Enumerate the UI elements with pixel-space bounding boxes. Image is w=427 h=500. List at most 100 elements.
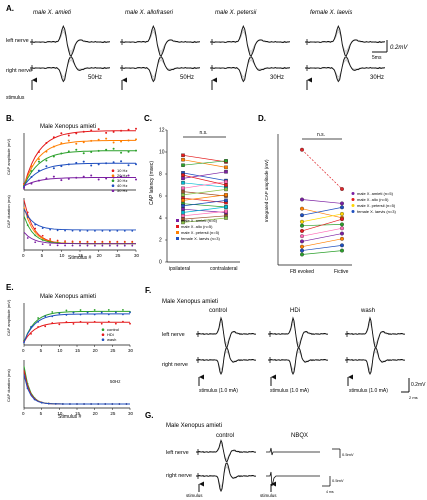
- panel-a-freq-1: 50Hz: [88, 75, 102, 81]
- panel-c-pair-line: [182, 206, 227, 213]
- panel-e-fit-line: [23, 321, 130, 343]
- panel-a-traces: [29, 24, 386, 90]
- panel-b-point: [64, 244, 66, 247]
- panel-a-left-trace-1: [29, 24, 111, 57]
- panel-b-point: [71, 229, 74, 232]
- panel-e-point: [86, 311, 89, 314]
- panel-b-legend-marker: [111, 184, 115, 187]
- panel-b-fit-line: [23, 130, 136, 187]
- panel-a-left-trace-1-trace: [30, 24, 111, 57]
- panel-e-point: [51, 311, 54, 313]
- panel-c-label: C.: [144, 114, 152, 123]
- panel-c-point: [224, 198, 228, 203]
- panel-c-point: [224, 183, 228, 187]
- panel-f-left-trace-2-trace: [267, 321, 329, 345]
- panel-e-point: [72, 322, 75, 325]
- panel-b-point: [131, 229, 134, 232]
- panel-a-scale-v-label: 0.2mV: [390, 45, 408, 51]
- panel-c-ytick-label: 0: [159, 260, 162, 266]
- panel-c-point: [181, 198, 185, 203]
- panel-b-xtick-label: 0: [22, 253, 25, 258]
- panel-c-pair-line: [182, 159, 227, 168]
- panel-d-legend-marker: [351, 192, 355, 195]
- panel-d-point: [300, 219, 304, 224]
- panel-a-title-2: male X. allofraseri: [125, 10, 174, 16]
- panel-a-left-trace-4-trace: [304, 28, 386, 54]
- panel-a-left-trace-4-trace: [304, 29, 386, 53]
- panel-d-pair-line: [301, 238, 343, 248]
- panel-d-point: [300, 213, 304, 218]
- panel-b-point: [49, 238, 52, 240]
- panel-a-row-left: left nerve: [6, 38, 29, 44]
- panel-b-point: [112, 141, 115, 144]
- panel-d-point: [300, 223, 304, 228]
- panel-b-point: [52, 175, 55, 178]
- panel-d-point: [340, 226, 344, 231]
- panel-b-xtick-label: 25: [115, 253, 121, 258]
- panel-c-legend-label: female X. laevis (n=3): [181, 236, 220, 241]
- panel-g-left-trace-nbqx: [266, 447, 320, 456]
- panel-e-xtick-label: 20: [93, 348, 99, 353]
- panel-c-ytick-label: 8: [159, 172, 162, 178]
- panel-d-legend-label: male X. amieti (n=5): [357, 191, 394, 196]
- panel-e-point: [129, 322, 131, 325]
- panel-c-pair-line: [182, 172, 227, 181]
- panel-b-point: [105, 137, 108, 140]
- panel-c-point: [224, 205, 228, 209]
- panel-f-left-trace-1: [195, 316, 257, 349]
- panel-g-label: G.: [145, 411, 153, 420]
- panel-f-left-trace-3-trace: [344, 321, 406, 345]
- panel-a-freq-2: 50Hz: [180, 75, 194, 81]
- panel-b-point: [120, 175, 123, 178]
- panel-e-legend-label: HDi: [107, 332, 114, 337]
- panel-a-right-trace-4: [304, 56, 386, 83]
- panel-e-point: [100, 311, 103, 314]
- panel-b-point: [101, 229, 104, 232]
- panel-b-point: [116, 229, 119, 232]
- panel-e-point: [79, 309, 82, 311]
- panel-b-point: [67, 139, 70, 142]
- panel-b-xtick-label: 20: [97, 253, 103, 258]
- panel-b-point: [94, 244, 96, 247]
- panel-d-pair-line: [301, 207, 343, 216]
- panel-c-pair-line: [182, 181, 227, 189]
- panel-d-legend-marker: [351, 210, 355, 213]
- panel-b-point: [56, 244, 59, 247]
- panel-b-point: [52, 167, 55, 170]
- panel-a-left-trace-3-trace: [210, 24, 291, 57]
- panel-g-scale-v-left-label: 0.5mV: [342, 452, 354, 457]
- panel-e-xtick-label: 15: [75, 411, 81, 416]
- panel-d-point: [340, 222, 344, 227]
- panel-e-point: [44, 325, 47, 328]
- panel-b-point: [41, 234, 44, 237]
- panel-b-point: [105, 131, 108, 134]
- panel-f-right-trace-1: [195, 347, 257, 375]
- panel-b-point: [64, 229, 66, 232]
- panel-a-right-trace-4-trace: [305, 56, 386, 83]
- panel-c-point: [181, 157, 185, 162]
- panel-b-point: [79, 244, 81, 247]
- panel-f-cond-2: HDi: [290, 308, 300, 314]
- panel-d-point: [300, 239, 304, 244]
- panel-e-point: [93, 309, 96, 311]
- panel-f-label: F.: [145, 286, 151, 295]
- panel-e-xlabel: Stimulus #: [58, 414, 82, 420]
- panel-b-xtick-label: 5: [41, 253, 44, 258]
- panel-g-row-left: left nerve: [166, 450, 189, 456]
- panel-e-xtick-label: 25: [110, 411, 116, 416]
- panel-c-pair-line: [182, 191, 227, 197]
- panel-a-right-trace-3: [209, 56, 291, 83]
- panel-f-left-trace-1-trace: [195, 321, 257, 345]
- panel-e-title: Male Xenopus amieti: [40, 294, 96, 300]
- panel-b-point: [127, 128, 130, 131]
- panel-b-point: [94, 229, 96, 232]
- panel-f-right-trace-2-trace: [267, 349, 329, 373]
- panel-b-point: [56, 240, 59, 243]
- panel-f-left-trace-3-trace: [344, 320, 406, 346]
- panel-e-fit-line: [23, 310, 130, 343]
- panel-b-fit-line: [23, 139, 136, 187]
- panel-f-title: Male Xenopus amieti: [162, 299, 218, 305]
- panel-d-xcat: FB evoked: [290, 269, 314, 275]
- panel-g-cond-1: control: [216, 433, 234, 439]
